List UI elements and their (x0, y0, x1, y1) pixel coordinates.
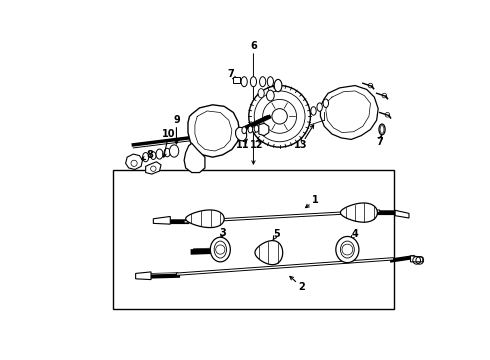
Text: 11: 11 (236, 140, 249, 150)
Bar (113, 170, 393, 309)
Ellipse shape (170, 145, 179, 157)
Ellipse shape (311, 107, 316, 115)
Ellipse shape (274, 80, 282, 92)
Text: 8: 8 (147, 150, 154, 160)
Polygon shape (186, 210, 224, 228)
Ellipse shape (214, 241, 226, 258)
Polygon shape (320, 86, 378, 139)
Text: 3: 3 (219, 228, 226, 238)
Ellipse shape (336, 237, 359, 263)
Text: 9: 9 (173, 115, 180, 125)
Ellipse shape (210, 237, 230, 262)
Text: 6: 6 (250, 41, 257, 51)
Polygon shape (188, 105, 240, 157)
Ellipse shape (156, 149, 163, 159)
Text: 5: 5 (273, 229, 280, 239)
Text: 1: 1 (312, 195, 318, 205)
Ellipse shape (150, 152, 156, 159)
Ellipse shape (260, 77, 266, 87)
Polygon shape (259, 123, 269, 136)
Ellipse shape (258, 89, 264, 98)
Text: 12: 12 (250, 140, 263, 150)
Ellipse shape (236, 127, 246, 141)
Text: 10: 10 (162, 129, 175, 139)
Polygon shape (255, 240, 283, 265)
Polygon shape (395, 210, 409, 218)
Ellipse shape (254, 125, 259, 132)
Ellipse shape (143, 153, 149, 162)
Ellipse shape (341, 241, 354, 258)
Ellipse shape (267, 90, 274, 101)
Bar (233, 77, 240, 83)
Polygon shape (411, 256, 423, 262)
Polygon shape (176, 258, 393, 275)
Polygon shape (184, 143, 205, 172)
Ellipse shape (323, 99, 328, 108)
Polygon shape (136, 272, 151, 280)
Polygon shape (341, 203, 377, 222)
Polygon shape (184, 210, 380, 223)
Ellipse shape (268, 77, 273, 87)
Text: 4: 4 (352, 229, 359, 239)
Circle shape (249, 86, 311, 147)
Polygon shape (125, 154, 143, 170)
Ellipse shape (250, 77, 257, 87)
Ellipse shape (242, 127, 246, 134)
Ellipse shape (241, 77, 247, 87)
Text: 7: 7 (227, 69, 234, 79)
Polygon shape (146, 162, 161, 174)
Ellipse shape (164, 148, 171, 157)
Text: 2: 2 (298, 282, 305, 292)
Ellipse shape (248, 126, 253, 133)
Ellipse shape (317, 103, 322, 111)
Polygon shape (153, 216, 171, 224)
Text: 7: 7 (376, 137, 383, 147)
Text: 13: 13 (294, 140, 308, 150)
